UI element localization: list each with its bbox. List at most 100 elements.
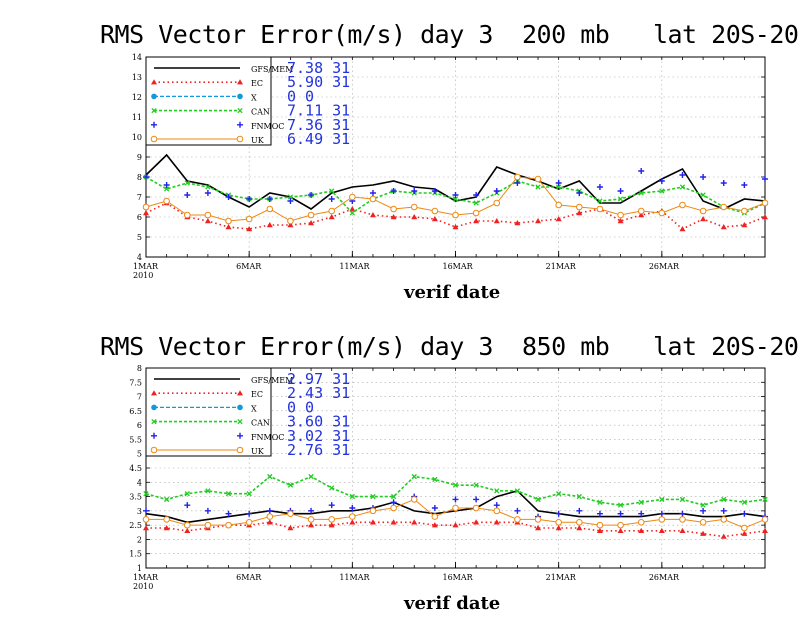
chart-title-850mb: RMS Vector Error(m/s) day 3 850 mb lat 2…	[100, 332, 800, 361]
data-point	[534, 516, 542, 523]
y-tick-label: 7	[137, 393, 142, 402]
data-point	[576, 493, 582, 500]
data-point	[741, 499, 748, 505]
data-point	[576, 518, 583, 526]
data-point	[431, 207, 439, 215]
legend-label: GFS/MEM	[251, 376, 293, 385]
legend-marker	[237, 93, 243, 100]
data-point	[205, 184, 211, 190]
data-point	[679, 201, 686, 209]
data-point	[369, 519, 376, 525]
data-point	[452, 196, 459, 202]
data-point	[452, 496, 459, 503]
y-tick-label: 13	[132, 73, 142, 82]
legend-marker	[237, 121, 243, 128]
data-point	[617, 510, 624, 517]
data-point	[390, 499, 397, 506]
data-point	[431, 522, 438, 528]
data-point	[245, 518, 253, 526]
data-point	[287, 217, 294, 225]
data-point	[266, 205, 274, 213]
legend-box	[145, 56, 272, 146]
data-point	[163, 182, 170, 188]
data-point	[452, 504, 459, 512]
legend-stat: 7.36 31	[287, 116, 350, 134]
panel-200mb: RMS Vector Error(m/s) day 3 200 mb lat 2…	[100, 20, 800, 303]
legend-label: EC	[251, 79, 263, 88]
y-tick-label: 4	[137, 478, 142, 487]
legend-label: CAN	[251, 108, 270, 117]
data-point	[432, 476, 438, 483]
legend-marker	[236, 135, 244, 143]
y-tick-label: 12	[132, 93, 142, 102]
data-point	[328, 196, 335, 202]
legend-marker	[237, 418, 243, 425]
data-point	[411, 188, 418, 194]
legend-stat: 0 0	[287, 87, 314, 105]
data-point	[555, 201, 562, 209]
data-point	[142, 203, 150, 211]
y-tick-label: 1	[137, 564, 142, 573]
data-point	[493, 188, 500, 194]
data-point	[720, 180, 727, 186]
legend-label: GFS/MEM	[251, 65, 293, 74]
data-point	[308, 220, 315, 226]
data-point	[494, 488, 500, 494]
data-point	[452, 224, 459, 230]
data-point	[369, 507, 377, 515]
data-point	[473, 482, 479, 488]
data-point	[493, 507, 501, 515]
legend-stat: 6.49 31	[287, 130, 350, 148]
chart-title-200mb: RMS Vector Error(m/s) day 3 200 mb lat 2…	[100, 20, 800, 49]
data-point	[596, 527, 603, 534]
x-tick-label: 1MAR	[133, 573, 159, 582]
x-axis-label-200mb: verif date	[404, 282, 501, 303]
data-point	[638, 510, 645, 517]
legend-label: CAN	[251, 419, 270, 428]
data-point	[576, 203, 583, 211]
data-point	[225, 521, 232, 529]
legend-marker	[151, 432, 157, 439]
x-tick-label: 21MAR	[546, 573, 577, 582]
data-point	[184, 502, 191, 509]
data-point	[761, 516, 769, 523]
legend-marker	[151, 107, 157, 114]
data-point	[617, 502, 624, 508]
x-tick-sublabel: 2010	[133, 582, 153, 591]
y-tick-label: 6.5	[129, 407, 142, 416]
data-point	[473, 192, 480, 198]
data-point	[741, 182, 748, 188]
data-point	[390, 188, 397, 194]
legend-marker	[237, 107, 243, 114]
data-point	[205, 488, 211, 494]
data-point	[514, 180, 521, 186]
data-point	[308, 473, 314, 480]
data-point	[762, 214, 768, 220]
data-point	[287, 198, 294, 204]
y-tick-label: 10	[132, 133, 142, 142]
data-point	[720, 533, 727, 539]
data-point	[246, 196, 253, 202]
legend-marker	[237, 390, 243, 396]
data-point	[597, 499, 603, 505]
data-point	[555, 525, 562, 531]
data-point	[638, 190, 644, 196]
data-point	[349, 519, 356, 525]
legend-stat: 7.11 31	[287, 102, 350, 120]
legend-stat: 2.97 31	[287, 370, 350, 388]
legend-stat: 2.43 31	[287, 384, 350, 402]
data-point	[266, 196, 273, 202]
data-point	[267, 473, 273, 480]
data-point	[493, 519, 500, 525]
data-point	[143, 210, 149, 216]
series-uk-200mb	[142, 173, 769, 225]
data-point	[390, 504, 397, 512]
data-point	[163, 525, 170, 531]
y-tick-label: 7.5	[129, 378, 142, 387]
data-point	[370, 493, 376, 500]
data-point	[514, 488, 521, 494]
data-point	[225, 217, 232, 225]
data-point	[679, 527, 686, 534]
